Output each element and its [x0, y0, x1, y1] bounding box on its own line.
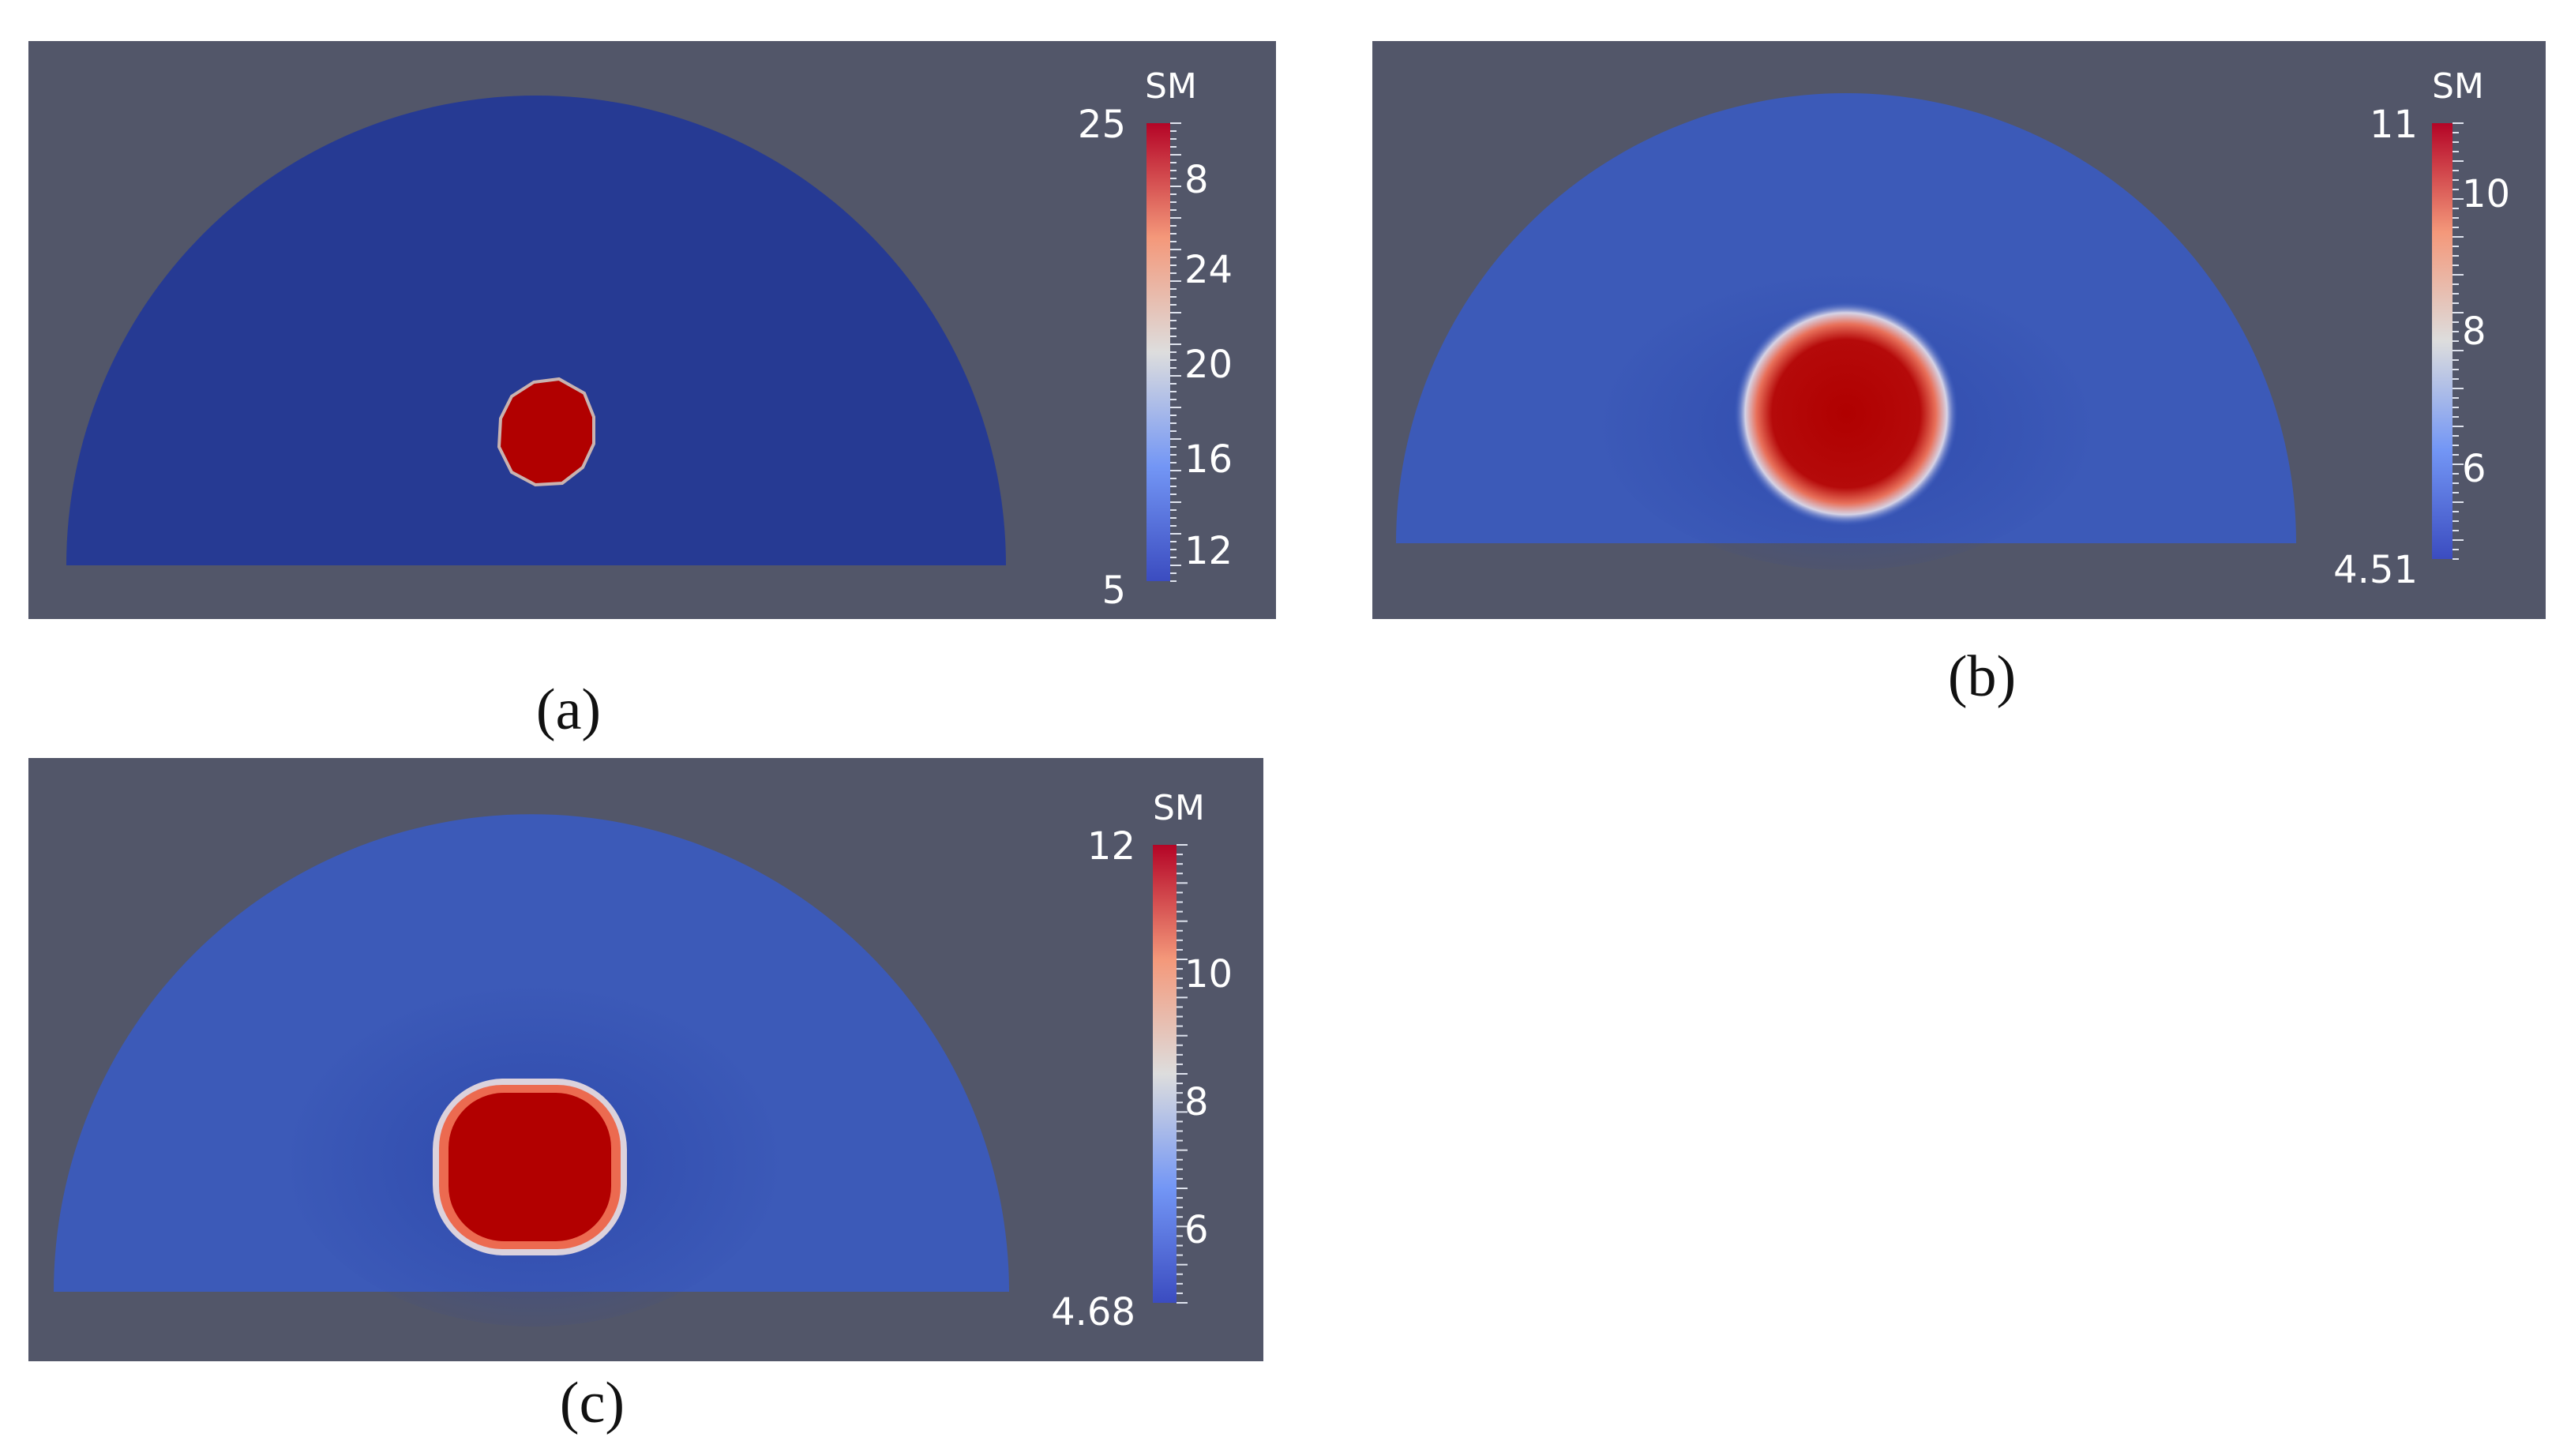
colorbar-title: SM [2432, 66, 2484, 107]
panel-b: SM 11 4.51 10 8 6 [1372, 41, 2546, 619]
colorbar-tick-label: 8 [1184, 158, 1209, 202]
colorbar-max-label: 12 [1087, 824, 1135, 869]
colorbar-tick-label: 10 [1184, 952, 1233, 996]
colorbar-max-label: 11 [2370, 103, 2418, 147]
colorbar-tick-label: 16 [1184, 437, 1233, 482]
panel-a: SM 25 5 24 20 16 12 8 [28, 41, 1276, 619]
colorbar-max-label: 25 [1078, 103, 1126, 147]
caption-c: (c) [559, 1371, 625, 1435]
colorbar-min-label: 5 [1101, 569, 1126, 613]
colorbar-title: SM [1145, 66, 1197, 107]
colorbar [2432, 123, 2453, 559]
caption-b: (b) [1947, 644, 2017, 709]
colorbar [1153, 845, 1177, 1303]
colorbar [1147, 123, 1170, 581]
colorbar-tick-label: 6 [1184, 1208, 1209, 1252]
colorbar-minor-ticks [1170, 122, 1181, 582]
panel-c-plot: SM 12 4.68 10 8 6 [54, 788, 1233, 1334]
panel-b-plot: SM 11 4.51 10 8 6 [1396, 66, 2510, 592]
inclusion [1734, 302, 1958, 526]
colorbar-tick-label: 6 [2462, 447, 2486, 491]
colorbar-tick-label: 10 [2462, 172, 2510, 216]
colorbar-minor-ticks [2453, 122, 2464, 560]
colorbar-min-label: 4.51 [2333, 548, 2418, 592]
colorbar-tick-label: 8 [1184, 1080, 1209, 1124]
colorbar-title: SM [1153, 788, 1205, 828]
colorbar-minor-ticks [1177, 844, 1188, 1304]
colorbar-tick-label: 20 [1184, 343, 1233, 387]
colorbar-tick-label: 12 [1184, 529, 1233, 573]
caption-a: (a) [535, 677, 602, 742]
colorbar-min-label: 4.68 [1051, 1290, 1135, 1334]
semicircle-domain [66, 96, 1006, 565]
colorbar-tick-label: 8 [2462, 310, 2486, 354]
inclusion [448, 1093, 611, 1241]
colorbar-tick-label: 24 [1184, 248, 1233, 292]
panel-c: SM 12 4.68 10 8 6 [28, 758, 1263, 1361]
inclusion [497, 377, 595, 487]
panel-a-plot: SM 25 5 24 20 16 12 8 [66, 66, 1233, 613]
